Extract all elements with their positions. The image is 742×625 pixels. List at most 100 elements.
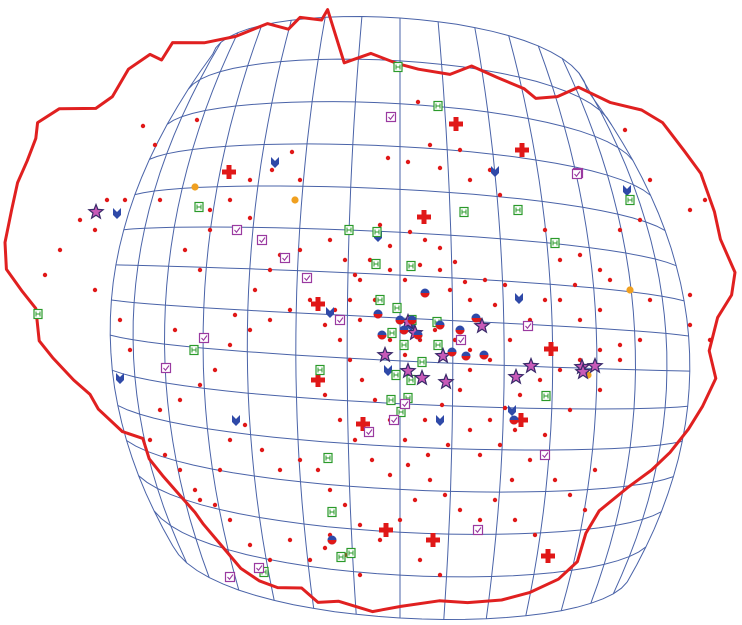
red-dot-icon[interactable] (492, 497, 498, 503)
red-dot-icon[interactable] (232, 312, 238, 318)
green-h-box-icon[interactable] (393, 61, 403, 73)
red-dot-icon[interactable] (177, 467, 183, 473)
red-cross-icon[interactable] (379, 523, 393, 537)
red-dot-icon[interactable] (347, 297, 353, 303)
red-dot-icon[interactable] (509, 477, 515, 483)
red-dot-icon[interactable] (402, 352, 408, 358)
red-dot-icon[interactable] (502, 282, 508, 288)
green-h-box-icon[interactable] (387, 327, 397, 339)
green-h-box-icon[interactable] (386, 394, 396, 406)
red-dot-icon[interactable] (427, 477, 433, 483)
blue-red-circle-icon[interactable] (399, 325, 409, 335)
red-cross-icon[interactable] (544, 342, 558, 356)
red-dot-icon[interactable] (557, 297, 563, 303)
red-dot-icon[interactable] (425, 452, 431, 458)
red-dot-icon[interactable] (92, 287, 98, 293)
red-dot-icon[interactable] (197, 382, 203, 388)
red-dot-icon[interactable] (172, 327, 178, 333)
red-dot-icon[interactable] (582, 507, 588, 513)
red-dot-icon[interactable] (542, 227, 548, 233)
red-cross-icon[interactable] (417, 210, 431, 224)
red-dot-icon[interactable] (277, 467, 283, 473)
red-cross-icon[interactable] (514, 413, 528, 427)
red-dot-icon[interactable] (497, 442, 503, 448)
red-dot-icon[interactable] (597, 387, 603, 393)
green-h-box-icon[interactable] (513, 204, 523, 216)
red-dot-icon[interactable] (577, 317, 583, 323)
red-dot-icon[interactable] (439, 402, 445, 408)
purple-check-box-icon[interactable] (399, 398, 411, 410)
purple-star-icon[interactable] (586, 356, 604, 374)
blue-chevron-icon[interactable] (508, 405, 516, 416)
red-cross-icon[interactable] (311, 297, 325, 311)
red-dot-icon[interactable] (422, 417, 428, 423)
red-dot-icon[interactable] (92, 227, 98, 233)
green-h-box-icon[interactable] (194, 201, 204, 213)
red-dot-icon[interactable] (407, 229, 413, 235)
red-dot-icon[interactable] (617, 227, 623, 233)
blue-chevron-icon[interactable] (436, 415, 444, 426)
red-dot-icon[interactable] (322, 545, 328, 551)
red-dot-icon[interactable] (597, 307, 603, 313)
red-dot-icon[interactable] (432, 327, 438, 333)
red-dot-icon[interactable] (457, 507, 463, 513)
red-dot-icon[interactable] (247, 177, 253, 183)
red-dot-icon[interactable] (607, 277, 613, 283)
red-dot-icon[interactable] (307, 297, 313, 303)
blue-red-circle-icon[interactable] (435, 320, 445, 330)
red-dot-icon[interactable] (207, 207, 213, 213)
blue-chevron-icon[interactable] (232, 415, 240, 426)
blue-chevron-icon[interactable] (491, 166, 499, 177)
red-dot-icon[interactable] (197, 267, 203, 273)
red-dot-icon[interactable] (337, 417, 343, 423)
purple-star-icon[interactable] (522, 356, 540, 374)
red-cross-icon[interactable] (541, 549, 555, 563)
red-dot-icon[interactable] (387, 472, 393, 478)
green-h-box-icon[interactable] (406, 260, 416, 272)
red-dot-icon[interactable] (157, 197, 163, 203)
red-dot-icon[interactable] (447, 287, 453, 293)
red-dot-icon[interactable] (227, 437, 233, 443)
red-dot-icon[interactable] (487, 417, 493, 423)
blue-chevron-icon[interactable] (326, 307, 334, 318)
red-dot-icon[interactable] (617, 357, 623, 363)
red-dot-icon[interactable] (512, 517, 518, 523)
purple-check-box-icon[interactable] (160, 362, 172, 374)
red-dot-icon[interactable] (497, 192, 503, 198)
green-h-box-icon[interactable] (433, 339, 443, 351)
red-dot-icon[interactable] (592, 467, 598, 473)
red-dot-icon[interactable] (357, 572, 363, 578)
red-dot-icon[interactable] (267, 267, 273, 273)
purple-check-box-icon[interactable] (224, 571, 236, 583)
green-h-box-icon[interactable] (375, 294, 385, 306)
red-dot-icon[interactable] (502, 405, 508, 411)
red-dot-icon[interactable] (162, 452, 168, 458)
orange-circle-icon[interactable] (291, 196, 299, 204)
red-dot-icon[interactable] (557, 367, 563, 373)
red-dot-icon[interactable] (42, 272, 48, 278)
red-dot-icon[interactable] (532, 532, 538, 538)
blue-chevron-icon[interactable] (271, 157, 279, 168)
red-cross-icon[interactable] (222, 165, 236, 179)
red-dot-icon[interactable] (369, 457, 375, 463)
red-dot-icon[interactable] (597, 347, 603, 353)
red-dot-icon[interactable] (122, 197, 128, 203)
red-dot-icon[interactable] (387, 243, 393, 249)
red-dot-icon[interactable] (377, 537, 383, 543)
red-dot-icon[interactable] (297, 457, 303, 463)
green-h-box-icon[interactable] (372, 226, 382, 238)
blue-red-circle-icon[interactable] (420, 288, 430, 298)
red-dot-icon[interactable] (57, 247, 63, 253)
purple-star-icon[interactable] (399, 361, 417, 379)
red-dot-icon[interactable] (422, 237, 428, 243)
red-dot-icon[interactable] (402, 437, 408, 443)
red-dot-icon[interactable] (647, 297, 653, 303)
red-dot-icon[interactable] (437, 267, 443, 273)
red-dot-icon[interactable] (315, 467, 321, 473)
red-dot-icon[interactable] (377, 222, 383, 228)
red-dot-icon[interactable] (327, 487, 333, 493)
red-dot-icon[interactable] (622, 127, 628, 133)
red-dot-icon[interactable] (247, 215, 253, 221)
red-dot-icon[interactable] (252, 287, 258, 293)
red-dot-icon[interactable] (442, 492, 448, 498)
